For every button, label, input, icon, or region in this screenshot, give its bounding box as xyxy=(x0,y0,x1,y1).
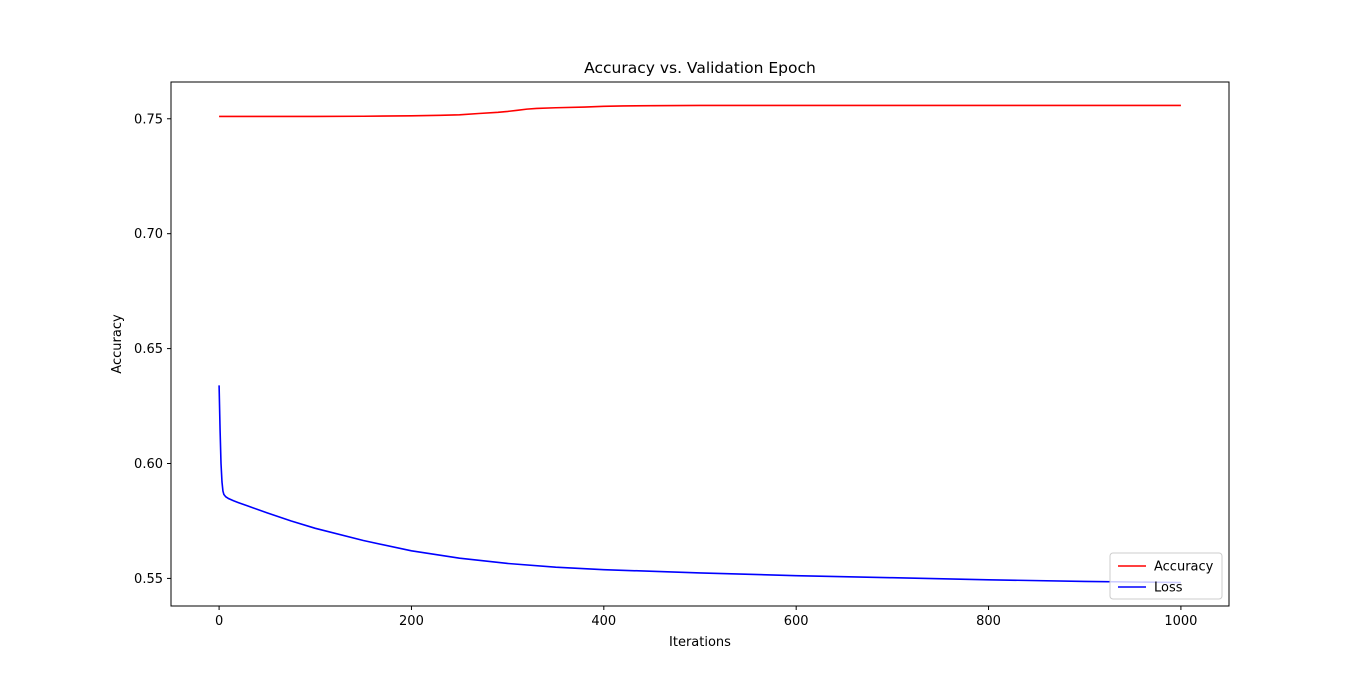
x-tick-label: 800 xyxy=(976,614,1001,629)
x-tick-label: 1000 xyxy=(1164,614,1197,629)
x-tick-label: 200 xyxy=(399,614,424,629)
y-tick-label: 0.55 xyxy=(134,572,163,587)
y-axis-label: Accuracy xyxy=(110,314,125,374)
chart-title: Accuracy vs. Validation Epoch xyxy=(584,59,816,77)
y-tick-label: 0.65 xyxy=(134,342,163,357)
y-tick-label: 0.60 xyxy=(134,457,163,472)
legend: Accuracy Loss xyxy=(1109,552,1223,600)
legend-label-loss: Loss xyxy=(1154,581,1183,596)
series-line-accuracy xyxy=(219,104,1181,118)
legend-label-accuracy: Accuracy xyxy=(1154,560,1214,575)
x-axis: 0 200 400 600 800 1000 xyxy=(215,606,1197,629)
series-line-loss xyxy=(218,385,1181,584)
x-tick-label: 400 xyxy=(591,614,616,629)
x-tick-label: 0 xyxy=(215,614,223,629)
plot-frame xyxy=(170,81,1230,607)
x-axis-label: Iterations xyxy=(669,635,731,650)
series-layer xyxy=(218,104,1181,584)
y-axis: 0.55 0.60 0.65 0.70 0.75 xyxy=(134,112,171,587)
x-tick-label: 600 xyxy=(784,614,809,629)
y-tick-label: 0.70 xyxy=(134,227,163,242)
y-tick-label: 0.75 xyxy=(134,112,163,127)
